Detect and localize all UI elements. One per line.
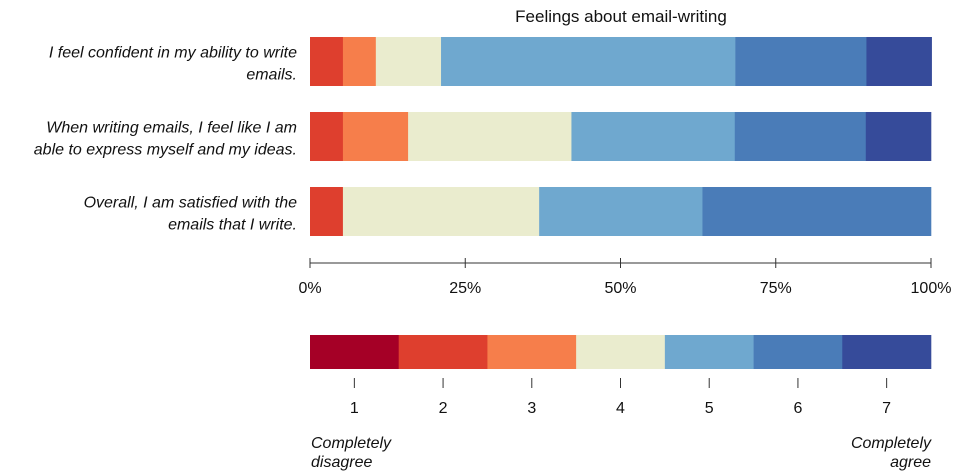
legend: 1 2 3 4 5 6 7 Completely disagree Completely agree xyxy=(310,335,932,471)
bar-segment-row1-level3 xyxy=(342,37,377,86)
legend-swatch-3 xyxy=(487,335,577,369)
legend-swatch-2 xyxy=(398,335,488,369)
legend-label: 2 xyxy=(439,400,448,417)
bar-segment-row1-level7 xyxy=(866,37,932,86)
bar-segment-row3-level5 xyxy=(539,187,703,236)
legend-left-end-label: Completely xyxy=(311,435,392,452)
bar-segment-row2-level3 xyxy=(342,112,409,161)
x-tick-label: 50% xyxy=(604,280,636,297)
legend-swatch-4 xyxy=(576,335,666,369)
legend-label: 1 xyxy=(350,400,359,417)
legend-label: 5 xyxy=(705,400,714,417)
bar-segment-row1-level2 xyxy=(310,37,344,86)
bar-segment-row1-level5 xyxy=(441,37,736,86)
category-label-row3: emails that I write. xyxy=(168,217,297,234)
category-label-row2: When writing emails, I feel like I am xyxy=(46,120,297,137)
legend-label: 6 xyxy=(793,400,802,417)
bar-segment-row3-level6 xyxy=(702,187,932,236)
category-label-row1: emails. xyxy=(246,67,297,84)
legend-left-end-label: disagree xyxy=(311,454,372,471)
category-labels-group: I feel confident in my ability to write e… xyxy=(34,45,297,234)
bar-segment-row3-level2 xyxy=(310,187,344,236)
x-tick-label: 75% xyxy=(760,280,792,297)
legend-label: 7 xyxy=(882,400,891,417)
x-tick-label: 25% xyxy=(449,280,481,297)
legend-right-end-label: agree xyxy=(890,454,931,471)
legend-label: 4 xyxy=(616,400,625,417)
bars-group xyxy=(310,37,932,236)
bar-segment-row1-level6 xyxy=(735,37,867,86)
category-label-row1: I feel confident in my ability to write xyxy=(49,45,297,62)
x-tick-label: 100% xyxy=(911,280,952,297)
legend-swatch-7 xyxy=(842,335,932,369)
x-axis: 0% 25% 50% 75% 100% xyxy=(298,258,951,297)
bar-segment-row2-level4 xyxy=(408,112,572,161)
bar-segment-row2-level6 xyxy=(734,112,867,161)
bar-segment-row1-level4 xyxy=(375,37,442,86)
chart-title: Feelings about email-writing xyxy=(515,7,727,26)
bar-segment-row3-level4 xyxy=(342,187,540,236)
bar-segment-row2-level7 xyxy=(865,112,932,161)
bar-segment-row2-level5 xyxy=(571,112,736,161)
legend-swatch-6 xyxy=(753,335,843,369)
x-tick-label: 0% xyxy=(298,280,321,297)
category-label-row2: able to express myself and my ideas. xyxy=(34,142,297,159)
category-label-row3: Overall, I am satisfied with the xyxy=(84,195,298,212)
legend-label: 3 xyxy=(527,400,536,417)
bar-segment-row2-level2 xyxy=(310,112,344,161)
legend-swatch-5 xyxy=(664,335,754,369)
legend-swatch-1 xyxy=(310,335,400,369)
legend-right-end-label: Completely xyxy=(851,435,932,452)
